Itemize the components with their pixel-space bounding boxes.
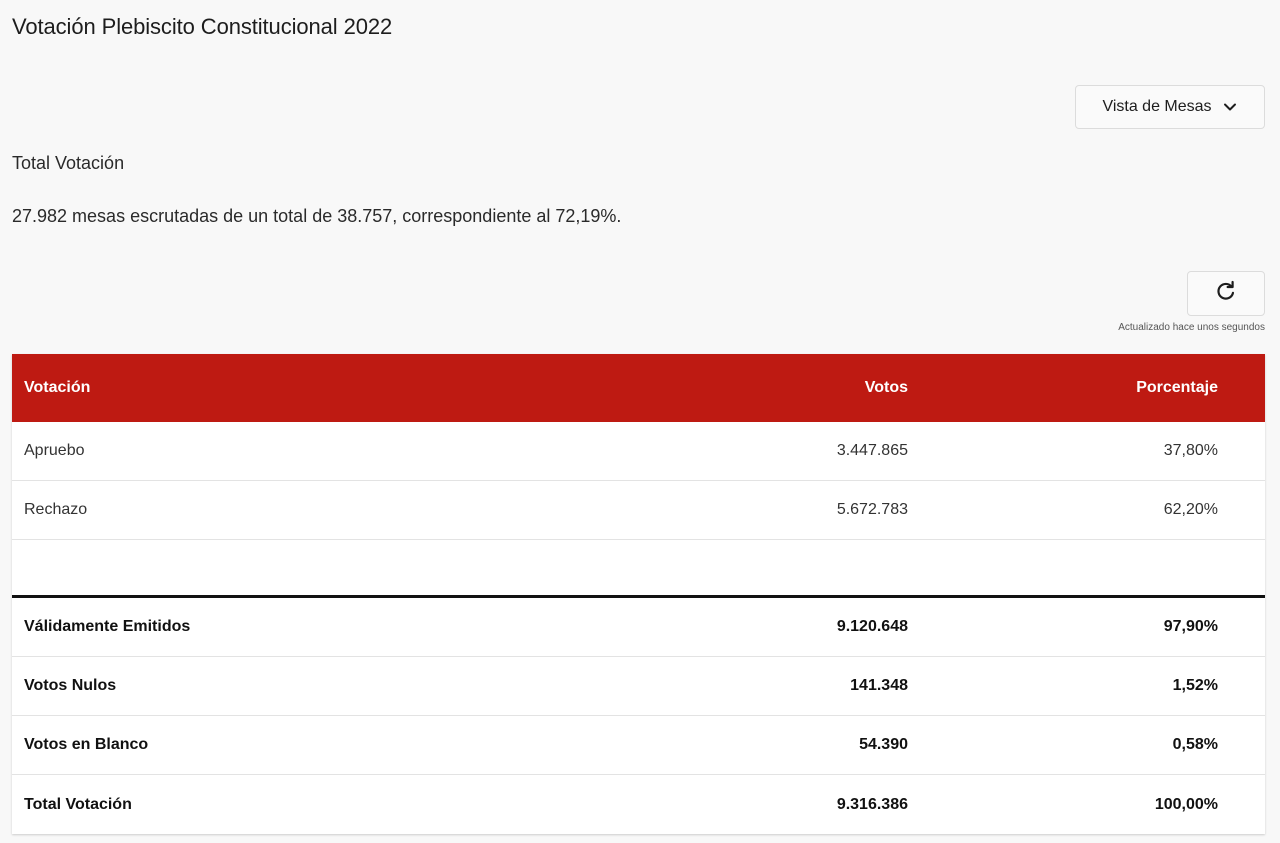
total-votes: 141.348 (850, 677, 908, 694)
total-votes: 54.390 (859, 736, 908, 753)
total-percent: 100,00% (1154, 795, 1218, 813)
option-name: Apruebo (24, 442, 85, 459)
option-percent: 62,20% (1163, 501, 1218, 518)
total-name: Total Votación (24, 795, 132, 813)
total-row: Votos Nulos 141.348 1,52% (12, 657, 1265, 716)
view-mode-dropdown[interactable]: Vista de Mesas (1075, 85, 1265, 129)
table-separator (12, 540, 1265, 598)
header-votacion: Votación (24, 379, 91, 396)
chevron-down-icon (1222, 99, 1238, 115)
table-row: Apruebo 3.447.865 37,80% (12, 422, 1265, 481)
option-votes: 5.672.783 (836, 501, 908, 518)
table-header: Votación Votos Porcentaje (12, 354, 1265, 422)
header-porcentaje: Porcentaje (1136, 379, 1218, 396)
option-percent: 37,80% (1163, 442, 1218, 459)
section-label: Total Votación (12, 153, 125, 173)
total-name: Válidamente Emitidos (24, 618, 191, 635)
last-updated-text: Actualizado hace unos segundos (1118, 322, 1265, 333)
total-votes: 9.120.648 (836, 618, 908, 635)
page-title: Votación Plebiscito Constitucional 2022 (12, 14, 393, 39)
option-name: Rechazo (24, 501, 88, 518)
table-row: Rechazo 5.672.783 62,20% (12, 481, 1265, 540)
total-row: Total Votación 9.316.386 100,00% (12, 775, 1265, 834)
refresh-button[interactable] (1187, 271, 1265, 316)
view-mode-label: Vista de Mesas (1102, 98, 1212, 115)
results-table: Votación Votos Porcentaje Apruebo 3.447.… (12, 354, 1265, 834)
total-percent: 97,90% (1163, 618, 1218, 635)
total-row: Válidamente Emitidos 9.120.648 97,90% (12, 598, 1265, 657)
total-percent: 1,52% (1172, 677, 1218, 694)
option-votes: 3.447.865 (836, 442, 908, 459)
refresh-icon (1215, 280, 1237, 307)
total-votes: 9.316.386 (836, 795, 908, 813)
total-percent: 0,58% (1172, 736, 1218, 753)
total-row: Votos en Blanco 54.390 0,58% (12, 716, 1265, 775)
header-votos: Votos (864, 379, 908, 396)
total-name: Votos en Blanco (24, 736, 149, 753)
scrutiny-summary: 27.982 mesas escrutadas de un total de 3… (12, 206, 622, 226)
total-name: Votos Nulos (24, 677, 117, 694)
